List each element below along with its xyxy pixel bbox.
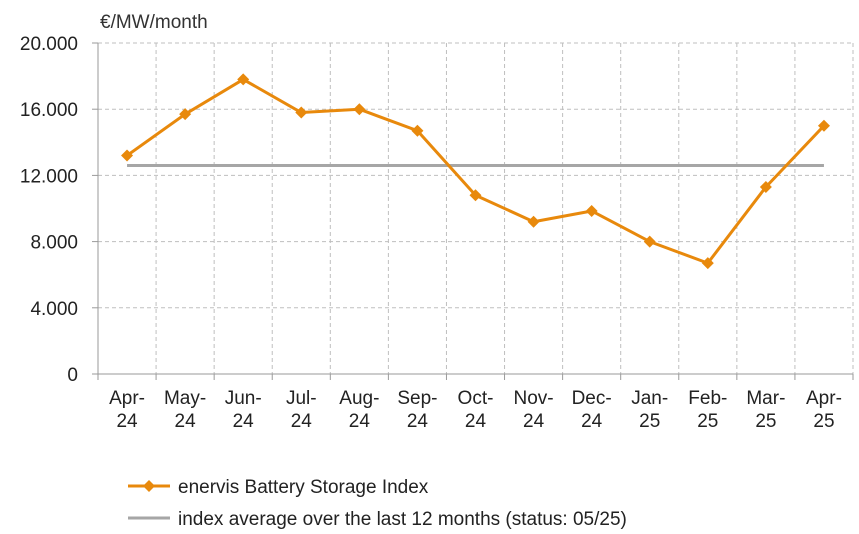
x-tick-label-10: Feb-25 (688, 388, 727, 432)
index-point-9 (643, 235, 656, 248)
x-tick-label-month: Oct- (458, 388, 494, 409)
x-tick-label-9: Jan-25 (631, 388, 668, 432)
legend-label-index: enervis Battery Storage Index (178, 477, 429, 498)
x-tick-label-year: 24 (407, 411, 429, 432)
index-point-4 (353, 103, 366, 116)
x-tick-label-1: May-24 (164, 388, 206, 432)
axes (92, 42, 854, 380)
x-tick-label-year: 24 (291, 411, 313, 432)
index-series (121, 73, 830, 270)
index-point-2 (237, 73, 250, 86)
index-point-3 (295, 106, 308, 119)
index-point-7 (527, 215, 540, 228)
x-tick-label-6: Oct-24 (458, 388, 494, 432)
index-point-6 (469, 189, 482, 202)
legend: enervis Battery Storage Index index aver… (128, 477, 627, 530)
x-tick-label-year: 24 (465, 411, 487, 432)
y-tick-label-5: 20.000 (20, 34, 78, 55)
x-tick-label-0: Apr-24 (109, 388, 145, 432)
y-tick-label-2: 8.000 (30, 233, 78, 254)
x-tick-label-2: Jun-24 (225, 388, 262, 432)
x-tick-label-month: Apr- (109, 388, 145, 409)
x-tick-label-month: Dec- (572, 388, 612, 409)
x-tick-label-year: 24 (523, 411, 545, 432)
x-tick-label-year: 24 (175, 411, 197, 432)
index-point-12 (817, 119, 830, 132)
grid-lines (98, 42, 854, 374)
x-tick-label-year: 25 (639, 411, 660, 432)
x-tick-label-year: 24 (581, 411, 603, 432)
index-point-1 (179, 108, 192, 121)
index-point-11 (759, 180, 772, 193)
x-tick-label-month: Sep- (397, 388, 437, 409)
y-tick-label-0: 0 (67, 365, 78, 386)
legend-item-index: enervis Battery Storage Index (128, 477, 429, 498)
index-point-0 (121, 149, 134, 162)
y-tick-label-1: 4.000 (30, 299, 78, 320)
x-tick-label-year: 25 (697, 411, 718, 432)
x-tick-label-month: Nov- (514, 388, 554, 409)
legend-label-average: index average over the last 12 months (s… (178, 509, 627, 530)
x-tick-label-11: Mar-25 (746, 388, 785, 432)
x-tick-label-month: Feb- (688, 388, 727, 409)
x-tick-label-year: 24 (349, 411, 371, 432)
x-tick-label-month: Jul- (286, 388, 317, 409)
tick-labels: 04.0008.00012.00016.00020.000Apr-24May-2… (20, 34, 842, 432)
index-point-8 (585, 204, 598, 217)
x-tick-label-year: 25 (813, 411, 834, 432)
index-point-5 (411, 124, 424, 137)
x-tick-label-month: Apr- (806, 388, 842, 409)
index-line (126, 77, 826, 265)
index-point-10 (701, 257, 714, 270)
legend-item-average: index average over the last 12 months (s… (128, 509, 627, 530)
y-tick-label-4: 16.000 (20, 100, 78, 121)
x-tick-label-month: May- (164, 388, 206, 409)
x-tick-label-year: 25 (755, 411, 776, 432)
x-tick-label-month: Jan- (631, 388, 668, 409)
x-tick-label-month: Mar- (746, 388, 785, 409)
x-tick-label-12: Apr-25 (806, 388, 842, 432)
x-tick-label-3: Jul-24 (286, 388, 317, 432)
x-tick-label-8: Dec-24 (572, 388, 612, 432)
x-tick-label-year: 24 (233, 411, 255, 432)
x-tick-label-5: Sep-24 (397, 388, 437, 432)
legend-marker-index (143, 480, 155, 492)
y-axis-unit-label: €/MW/month (100, 12, 208, 33)
x-tick-label-month: Aug- (339, 388, 379, 409)
x-tick-label-7: Nov-24 (514, 388, 554, 432)
y-tick-label-3: 12.000 (20, 166, 78, 187)
x-tick-label-4: Aug-24 (339, 388, 379, 432)
x-tick-label-month: Jun- (225, 388, 262, 409)
x-tick-label-year: 24 (116, 411, 138, 432)
